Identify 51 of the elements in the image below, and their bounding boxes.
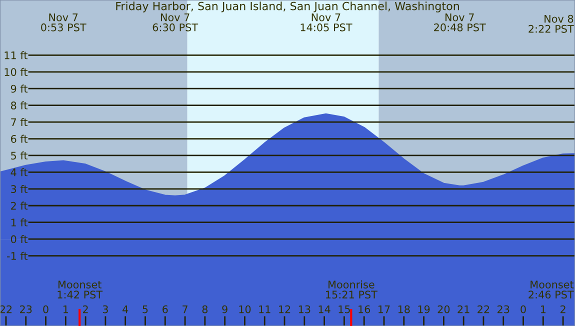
x-tick-label: 13 xyxy=(298,305,310,314)
y-tick-label: 5 ft xyxy=(11,152,28,160)
x-tick-label: 23 xyxy=(20,305,32,314)
x-tick-label: 1 xyxy=(63,305,68,314)
y-tick-label: 2 ft xyxy=(11,202,28,210)
x2-tick-label: Nov 7 14:05 PST xyxy=(300,13,352,32)
y-tick-label: 7 ft xyxy=(11,118,28,126)
chart-title: Friday Harbor, San Juan Island, San Juan Channel, Washington xyxy=(116,2,459,12)
x2-tick-label: Nov 7 0:53 PST xyxy=(41,13,86,32)
x-tick-label: 3 xyxy=(102,305,108,314)
x-tick-label: 17 xyxy=(378,305,390,314)
x-tick-label: 22 xyxy=(478,305,490,314)
x2-tick-label: Nov 7 6:30 PST xyxy=(152,13,198,32)
x-tick-label: 8 xyxy=(202,305,208,314)
x-tick-label: 1 xyxy=(540,305,546,314)
y-tick-label: 8 ft xyxy=(10,101,28,110)
x-tick-label: 4 xyxy=(122,305,128,314)
x-tick-label: 14 xyxy=(318,305,330,314)
y-tick-label: 6 ft xyxy=(11,134,28,143)
ref-line-label: Moonrise 15:21 PST xyxy=(326,280,378,299)
x-tick-label: 22 xyxy=(0,305,12,314)
x-tick-label: 0 xyxy=(43,305,48,314)
annotation: Nov 8 2:22 PST xyxy=(528,14,574,33)
x-tick-label: 18 xyxy=(398,305,410,314)
y-tick-label: 1 ft xyxy=(11,218,28,226)
y-tick-label: 10 ft xyxy=(4,68,28,76)
x-tick-label: 15 xyxy=(338,305,350,314)
y-tick-label: 11 ft xyxy=(4,51,28,60)
x-tick-label: 20 xyxy=(438,305,450,314)
x-tick-label: 9 xyxy=(222,305,228,314)
x-tick-label: 23 xyxy=(498,305,510,314)
y-tick-label: 9 ft xyxy=(10,84,28,93)
x-tick-label: 6 xyxy=(162,305,168,314)
x-tick-label: 21 xyxy=(458,305,470,314)
x-tick-label: 10 xyxy=(239,305,251,314)
x-tick-label: 19 xyxy=(418,305,430,314)
y-tick-label: 4 ft xyxy=(10,168,28,176)
y-tick-label: 0 ft xyxy=(10,235,28,244)
x-tick-label: 0 xyxy=(520,305,526,314)
x-tick-label: 2 xyxy=(83,305,88,314)
ref-line-label: Moonset 1:42 PST xyxy=(58,280,103,299)
y-tick-label: -1 ft xyxy=(7,252,28,260)
x-tick-label: 12 xyxy=(279,305,290,314)
x-tick-label: 16 xyxy=(358,305,370,314)
x-tick-label: 7 xyxy=(182,305,188,314)
y-tick-label: 3 ft xyxy=(11,184,28,194)
x-tick-label: 5 xyxy=(142,305,148,314)
x-tick-label: 2 xyxy=(560,305,566,314)
annotation: Moonset 2:46 PST xyxy=(528,280,574,299)
x2-tick-label: Nov 7 20:48 PST xyxy=(434,13,486,32)
x-tick-label: 11 xyxy=(259,305,270,314)
